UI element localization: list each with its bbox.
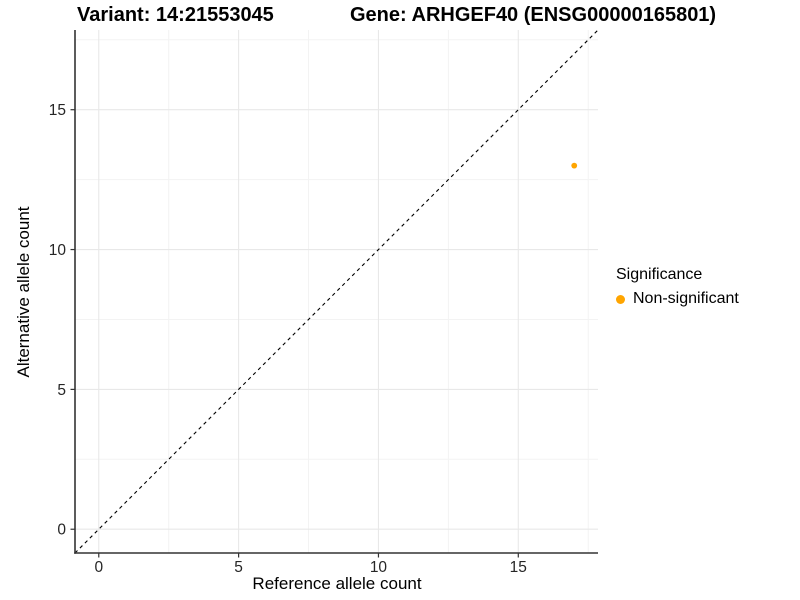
y-tick-label: 0 [57, 522, 66, 539]
legend: Significance Non-significant [616, 266, 739, 308]
x-tick-label: 5 [234, 559, 243, 576]
legend-point-icon [616, 294, 625, 304]
legend-entry: Non-significant [616, 290, 739, 308]
gene-title: Gene: ARHGEF40 (ENSG00000165801) [350, 4, 717, 26]
x-tick-label: 15 [510, 559, 527, 576]
x-axis-title: Reference allele count [252, 574, 422, 593]
y-tick-label: 15 [49, 102, 66, 119]
identity-line [74, 29, 599, 554]
y-tick-label: 10 [49, 242, 67, 259]
y-tick-label: 5 [57, 382, 66, 399]
legend-title: Significance [616, 266, 703, 283]
data-point [571, 162, 578, 169]
y-axis-title: Alternative allele count [14, 206, 33, 378]
variant-title: Variant: 14:21553045 [77, 4, 274, 26]
x-tick-label: 10 [370, 559, 388, 576]
x-tick-label: 0 [94, 559, 103, 576]
legend-entry-label: Non-significant [633, 290, 739, 307]
